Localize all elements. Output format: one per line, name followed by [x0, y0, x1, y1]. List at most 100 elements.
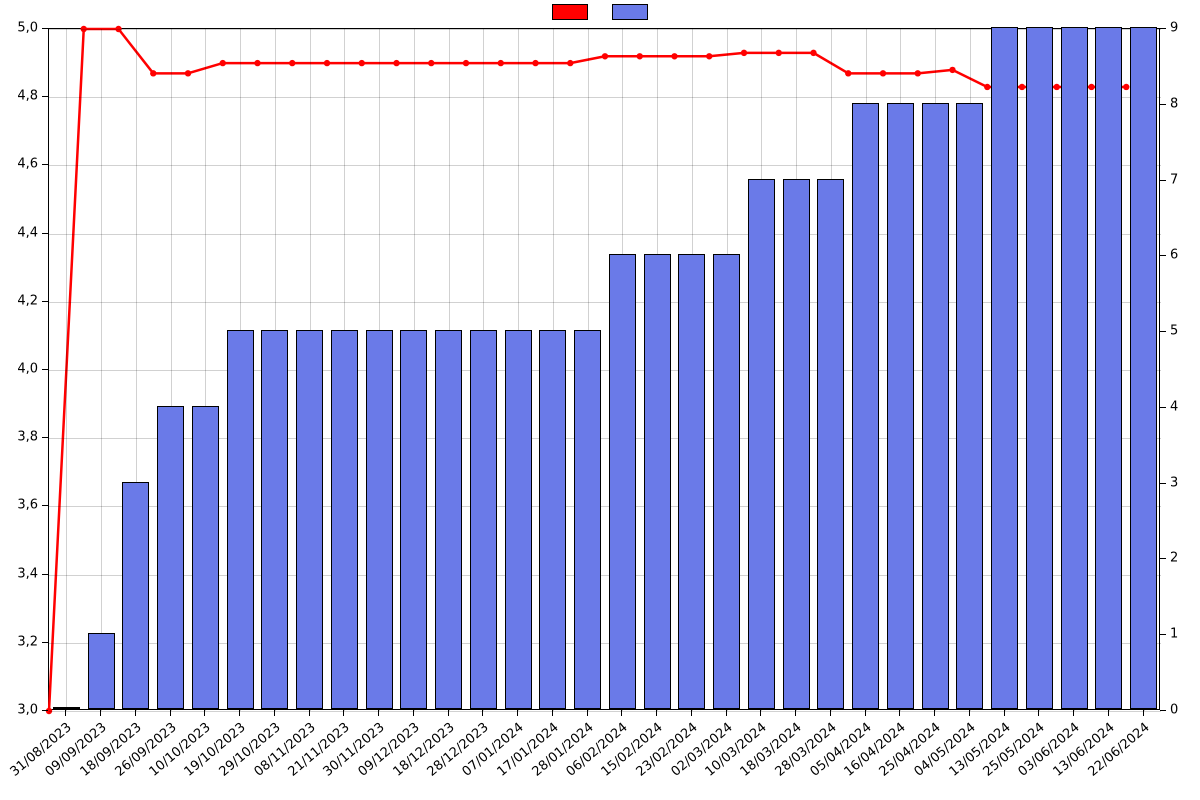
bar — [227, 330, 254, 709]
yticklabel-right: 5 — [1170, 324, 1178, 339]
bar — [470, 330, 497, 709]
bar — [505, 330, 532, 709]
ytick-right — [1160, 255, 1166, 256]
trend-marker — [1054, 84, 1060, 90]
ytick-left — [42, 301, 48, 302]
trend-marker — [463, 60, 469, 66]
yticklabel-left: 4,0 — [0, 362, 38, 377]
trend-marker — [1123, 84, 1129, 90]
ytick-left — [42, 710, 48, 711]
bar — [748, 179, 775, 709]
yticklabel-right: 1 — [1170, 627, 1178, 642]
legend — [0, 4, 1200, 20]
bar — [991, 27, 1018, 709]
xtick — [726, 710, 727, 716]
trend-marker — [810, 50, 816, 56]
ytick-right — [1160, 104, 1166, 105]
trend-marker — [706, 53, 712, 59]
ytick-right — [1160, 180, 1166, 181]
xtick — [309, 710, 310, 716]
xtick — [830, 710, 831, 716]
bar — [192, 406, 219, 709]
legend-item — [552, 4, 588, 20]
yticklabel-right: 4 — [1170, 399, 1178, 414]
bar — [400, 330, 427, 709]
trend-marker — [880, 70, 886, 76]
xtick — [482, 710, 483, 716]
ytick-left — [42, 96, 48, 97]
xtick — [1004, 710, 1005, 716]
xtick — [552, 710, 553, 716]
plot-area — [48, 28, 1160, 710]
yticklabel-left: 3,2 — [0, 634, 38, 649]
trend-marker — [498, 60, 504, 66]
chart-container: 3,03,23,43,63,84,04,24,44,64,85,00123456… — [0, 0, 1200, 800]
trend-marker — [428, 60, 434, 66]
xtick — [517, 710, 518, 716]
trend-marker — [915, 70, 921, 76]
ytick-left — [42, 233, 48, 234]
xtick — [1038, 710, 1039, 716]
trend-marker — [185, 70, 191, 76]
legend-item — [612, 4, 648, 20]
bar — [678, 254, 705, 709]
ytick-left — [42, 28, 48, 29]
xtick — [413, 710, 414, 716]
ytick-right — [1160, 407, 1166, 408]
bar — [783, 179, 810, 709]
ytick-right — [1160, 710, 1166, 711]
ytick-left — [42, 164, 48, 165]
ytick-left — [42, 642, 48, 643]
xtick — [760, 710, 761, 716]
bar — [88, 633, 115, 709]
ytick-right — [1160, 558, 1166, 559]
xtick — [239, 710, 240, 716]
yticklabel-right: 8 — [1170, 96, 1178, 111]
bar — [122, 482, 149, 709]
bar — [1130, 27, 1157, 709]
yticklabel-right: 9 — [1170, 21, 1178, 36]
bar — [331, 330, 358, 709]
trend-marker — [324, 60, 330, 66]
trend-marker — [567, 60, 573, 66]
bar — [1095, 27, 1122, 709]
trend-marker — [741, 50, 747, 56]
xtick — [899, 710, 900, 716]
xtick — [274, 710, 275, 716]
trend-marker — [1088, 84, 1094, 90]
trend-marker — [984, 84, 990, 90]
yticklabel-right: 0 — [1170, 703, 1178, 718]
bar — [1026, 27, 1053, 709]
yticklabel-left: 3,0 — [0, 703, 38, 718]
bar — [887, 103, 914, 709]
xtick — [969, 710, 970, 716]
trend-marker — [949, 67, 955, 73]
trend-marker — [845, 70, 851, 76]
legend-swatch — [612, 4, 648, 20]
bar — [539, 330, 566, 709]
ytick-left — [42, 574, 48, 575]
bar — [609, 254, 636, 709]
bar — [1061, 27, 1088, 709]
trend-marker — [1019, 84, 1025, 90]
bar — [261, 330, 288, 709]
xtick — [621, 710, 622, 716]
ytick-right — [1160, 483, 1166, 484]
bar — [922, 103, 949, 709]
trend-marker — [671, 53, 677, 59]
bar — [157, 406, 184, 709]
xtick — [378, 710, 379, 716]
ytick-right — [1160, 28, 1166, 29]
legend-swatch — [552, 4, 588, 20]
bar — [574, 330, 601, 709]
trend-marker — [359, 60, 365, 66]
vgrid-line — [101, 29, 102, 711]
yticklabel-left: 3,8 — [0, 430, 38, 445]
xtick — [204, 710, 205, 716]
trend-marker — [393, 60, 399, 66]
ytick-left — [42, 437, 48, 438]
ytick-right — [1160, 634, 1166, 635]
xtick — [865, 710, 866, 716]
ytick-left — [42, 369, 48, 370]
xtick — [448, 710, 449, 716]
